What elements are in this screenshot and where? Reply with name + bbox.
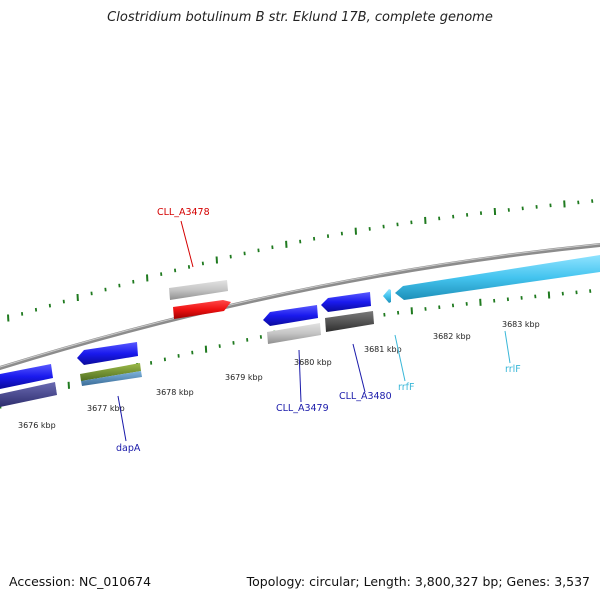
gene-dapA-shadow-steel (81, 371, 142, 386)
gene-dapA[interactable] (77, 342, 142, 386)
CLL_A3478-leader (180, 220, 194, 268)
gene-rrlF-arrow (395, 255, 600, 300)
gene-unlabeled-left-shadow (0, 382, 57, 407)
dapA-leader (117, 395, 127, 442)
gene-CLL_A3479-shadow (267, 323, 321, 344)
gene-unlabeled-left-arrow (0, 364, 53, 389)
kbp-label: 3676 kbp (18, 421, 56, 430)
gene-rrlF[interactable] (395, 255, 600, 300)
gene-CLL_A3478-arrow (173, 300, 231, 319)
summary-text: Topology: circular; Length: 3,800,327 bp… (246, 574, 590, 589)
rrfF-label: rrfF (398, 382, 414, 393)
CLL_A3479-label: CLL_A3479 (276, 403, 329, 414)
gene-CLL_A3479[interactable] (263, 305, 321, 344)
gene-CLL_A3480-shadow (325, 311, 374, 332)
rrlF-leader (504, 330, 511, 364)
rrlF-label: rrlF (505, 364, 521, 375)
genome-title: Clostridium botulinum B str. Eklund 17B,… (107, 10, 493, 25)
ruler-ticks-upper (7, 199, 594, 322)
gene-unlabeled-left[interactable] (0, 364, 57, 407)
CLL_A3480-leader (352, 343, 366, 393)
CLL_A3480-label: CLL_A3480 (339, 391, 392, 402)
gene-rrfF[interactable] (383, 289, 391, 303)
gene-rrfF-arrow (383, 289, 391, 303)
kbp-label: 3680 kbp (294, 358, 332, 367)
kbp-label: 3683 kbp (502, 320, 540, 329)
kbp-label: 3679 kbp (225, 373, 263, 382)
gene-dapA-shadow-olive (80, 363, 141, 381)
gene-CLL_A3479-arrow (263, 305, 318, 326)
genome-backbone-highlight (0, 243, 600, 368)
dapA-label: dapA (116, 443, 141, 454)
gene-CLL_A3478[interactable] (169, 280, 231, 319)
ruler-labels: 3676 kbp 3677 kbp 3678 kbp 3679 kbp 3680… (18, 320, 540, 430)
CLL_A3479-leader (298, 349, 302, 403)
rrfF-leader (394, 334, 406, 382)
kbp-label: 3682 kbp (433, 332, 471, 341)
gene-CLL_A3480[interactable] (321, 292, 374, 332)
kbp-label: 3681 kbp (364, 345, 402, 354)
ruler-ticks-lower (0, 289, 592, 409)
gene-CLL_A3478-shadow (169, 280, 228, 300)
CLL_A3478-label: CLL_A3478 (157, 207, 210, 218)
kbp-label: 3677 kbp (87, 404, 125, 413)
gene-CLL_A3480-arrow (321, 292, 371, 312)
kbp-label: 3678 kbp (156, 388, 194, 397)
accession-text: Accession: NC_010674 (9, 574, 152, 589)
genome-backbone (0, 243, 600, 370)
gene-dapA-arrow (77, 342, 138, 365)
